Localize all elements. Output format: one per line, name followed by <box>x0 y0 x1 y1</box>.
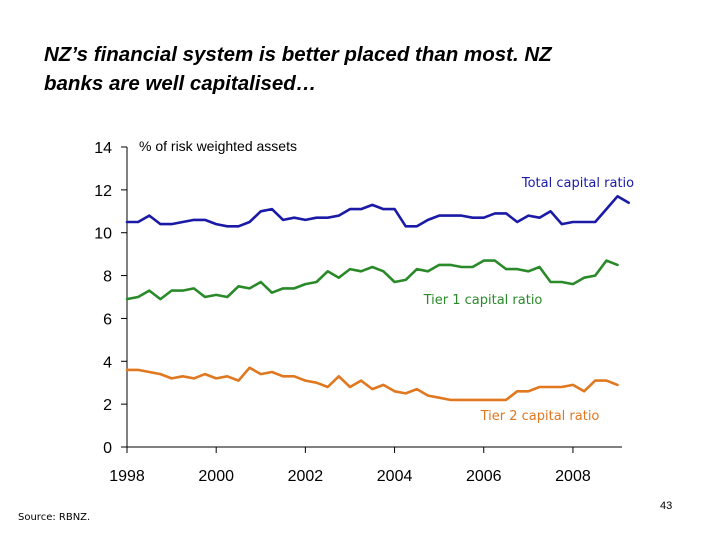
y-tick-label: 14 <box>94 140 112 157</box>
slide-title: NZ’s financial system is better placed t… <box>44 40 684 98</box>
series-line-3 <box>125 366 619 402</box>
y-tick-label: 12 <box>94 183 112 200</box>
series-line-2 <box>125 259 619 301</box>
series-lines <box>125 195 630 402</box>
x-tick-label: 2008 <box>555 468 591 485</box>
y-axis-ticks: 0 2 4 6 8 10 12 14 <box>94 140 127 457</box>
x-tick-label: 2006 <box>466 468 502 485</box>
y-tick-label: 2 <box>103 397 112 414</box>
series-label-1: Total capital ratio <box>521 176 634 191</box>
capital-ratio-chart: 0 2 4 6 8 10 12 14 1998 2000 2002 2004 2006 2008 % o… <box>94 138 635 485</box>
x-tick-label: 2002 <box>288 468 324 485</box>
y-tick-label: 8 <box>103 269 112 286</box>
slide-title-line-1: NZ’s financial system is better placed t… <box>44 43 552 66</box>
slide-title-line-2: banks are well capitalised… <box>44 72 317 95</box>
y-tick-label: 4 <box>103 354 112 371</box>
y-tick-label: 10 <box>94 226 112 243</box>
source-note: Source: RBNZ. <box>18 512 91 523</box>
series-label-3: Tier 2 capital ratio <box>480 409 600 424</box>
series-labels: Total capital ratio Tier 1 capital ratio T… <box>423 176 635 424</box>
y-axis-label: % of risk weighted assets <box>139 138 297 154</box>
page-number: 43 <box>660 500 673 512</box>
x-tick-label: 2000 <box>198 468 234 485</box>
series-label-2: Tier 1 capital ratio <box>423 293 543 308</box>
y-tick-label: 0 <box>103 440 112 457</box>
x-tick-label: 2004 <box>377 468 413 485</box>
x-tick-label: 1998 <box>109 468 145 485</box>
y-tick-label: 6 <box>103 311 112 328</box>
x-axis-ticks: 1998 2000 2002 2004 2006 2008 <box>109 447 591 485</box>
series-line-1 <box>125 195 630 228</box>
